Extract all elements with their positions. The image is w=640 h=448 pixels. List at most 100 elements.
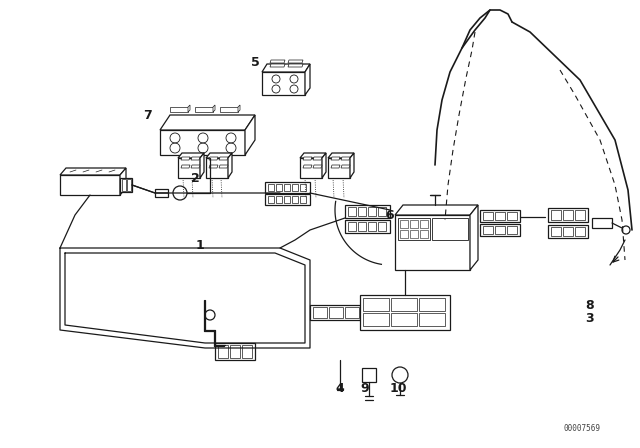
Polygon shape xyxy=(242,345,252,358)
Polygon shape xyxy=(358,207,366,216)
Text: 5: 5 xyxy=(251,56,259,69)
Polygon shape xyxy=(391,313,417,326)
Polygon shape xyxy=(368,222,376,231)
Polygon shape xyxy=(548,225,588,238)
Polygon shape xyxy=(262,64,310,72)
Polygon shape xyxy=(507,226,517,234)
Polygon shape xyxy=(495,212,505,220)
Polygon shape xyxy=(122,179,126,191)
Polygon shape xyxy=(480,210,520,222)
Polygon shape xyxy=(331,157,340,160)
Polygon shape xyxy=(420,230,428,238)
Polygon shape xyxy=(378,207,386,216)
Polygon shape xyxy=(155,189,168,197)
Polygon shape xyxy=(395,215,470,270)
Polygon shape xyxy=(228,153,232,178)
Polygon shape xyxy=(195,107,213,112)
Polygon shape xyxy=(262,72,305,95)
Polygon shape xyxy=(363,298,389,311)
Text: 1: 1 xyxy=(196,238,204,251)
Polygon shape xyxy=(391,298,417,311)
Polygon shape xyxy=(362,368,376,382)
Polygon shape xyxy=(238,105,240,112)
Polygon shape xyxy=(200,153,204,178)
Text: 9: 9 xyxy=(361,382,369,395)
Text: 00007569: 00007569 xyxy=(563,423,600,432)
Polygon shape xyxy=(419,298,445,311)
Polygon shape xyxy=(305,64,310,95)
Polygon shape xyxy=(398,218,430,240)
Polygon shape xyxy=(483,226,493,234)
Polygon shape xyxy=(313,307,327,318)
Polygon shape xyxy=(350,153,354,178)
Polygon shape xyxy=(348,207,356,216)
Polygon shape xyxy=(213,105,215,112)
Polygon shape xyxy=(268,184,274,191)
Polygon shape xyxy=(575,227,585,236)
Polygon shape xyxy=(268,196,274,203)
Polygon shape xyxy=(300,184,306,191)
Polygon shape xyxy=(60,175,120,195)
Polygon shape xyxy=(160,115,255,130)
Polygon shape xyxy=(276,196,282,203)
Text: 7: 7 xyxy=(143,108,152,121)
Polygon shape xyxy=(181,157,190,160)
Polygon shape xyxy=(363,313,389,326)
Polygon shape xyxy=(419,313,445,326)
Polygon shape xyxy=(209,165,218,168)
Polygon shape xyxy=(270,60,285,63)
Polygon shape xyxy=(170,107,188,112)
Text: 3: 3 xyxy=(586,311,595,324)
Polygon shape xyxy=(276,184,282,191)
Polygon shape xyxy=(575,210,585,220)
Polygon shape xyxy=(265,182,310,193)
Polygon shape xyxy=(300,196,306,203)
Polygon shape xyxy=(483,212,493,220)
Polygon shape xyxy=(206,158,228,178)
Polygon shape xyxy=(420,220,428,228)
Text: 4: 4 xyxy=(335,382,344,395)
Polygon shape xyxy=(331,165,340,168)
Polygon shape xyxy=(206,153,232,158)
Polygon shape xyxy=(191,157,200,160)
Polygon shape xyxy=(292,184,298,191)
Polygon shape xyxy=(160,130,245,155)
Polygon shape xyxy=(345,205,390,218)
Polygon shape xyxy=(60,168,126,175)
Polygon shape xyxy=(215,343,255,360)
Polygon shape xyxy=(358,222,366,231)
Polygon shape xyxy=(360,295,450,330)
Polygon shape xyxy=(470,205,478,270)
Polygon shape xyxy=(245,115,255,155)
Polygon shape xyxy=(400,230,408,238)
Polygon shape xyxy=(120,168,126,195)
Polygon shape xyxy=(400,220,408,228)
Polygon shape xyxy=(230,345,240,358)
Polygon shape xyxy=(592,218,612,228)
Polygon shape xyxy=(548,208,588,222)
Polygon shape xyxy=(284,196,290,203)
Polygon shape xyxy=(368,207,376,216)
Polygon shape xyxy=(300,158,322,178)
Polygon shape xyxy=(328,158,350,178)
Polygon shape xyxy=(288,64,303,67)
Polygon shape xyxy=(345,307,359,318)
Polygon shape xyxy=(303,157,312,160)
Polygon shape xyxy=(288,60,303,63)
Polygon shape xyxy=(432,218,468,240)
Polygon shape xyxy=(551,227,561,236)
Polygon shape xyxy=(284,184,290,191)
Polygon shape xyxy=(329,307,343,318)
Polygon shape xyxy=(188,105,190,112)
Polygon shape xyxy=(495,226,505,234)
Polygon shape xyxy=(322,153,326,178)
Polygon shape xyxy=(341,165,350,168)
Polygon shape xyxy=(507,212,517,220)
Polygon shape xyxy=(300,153,326,158)
Polygon shape xyxy=(181,165,190,168)
Polygon shape xyxy=(303,165,312,168)
Polygon shape xyxy=(178,153,204,158)
Polygon shape xyxy=(265,194,310,205)
Polygon shape xyxy=(178,158,200,178)
Text: 10: 10 xyxy=(389,382,407,395)
